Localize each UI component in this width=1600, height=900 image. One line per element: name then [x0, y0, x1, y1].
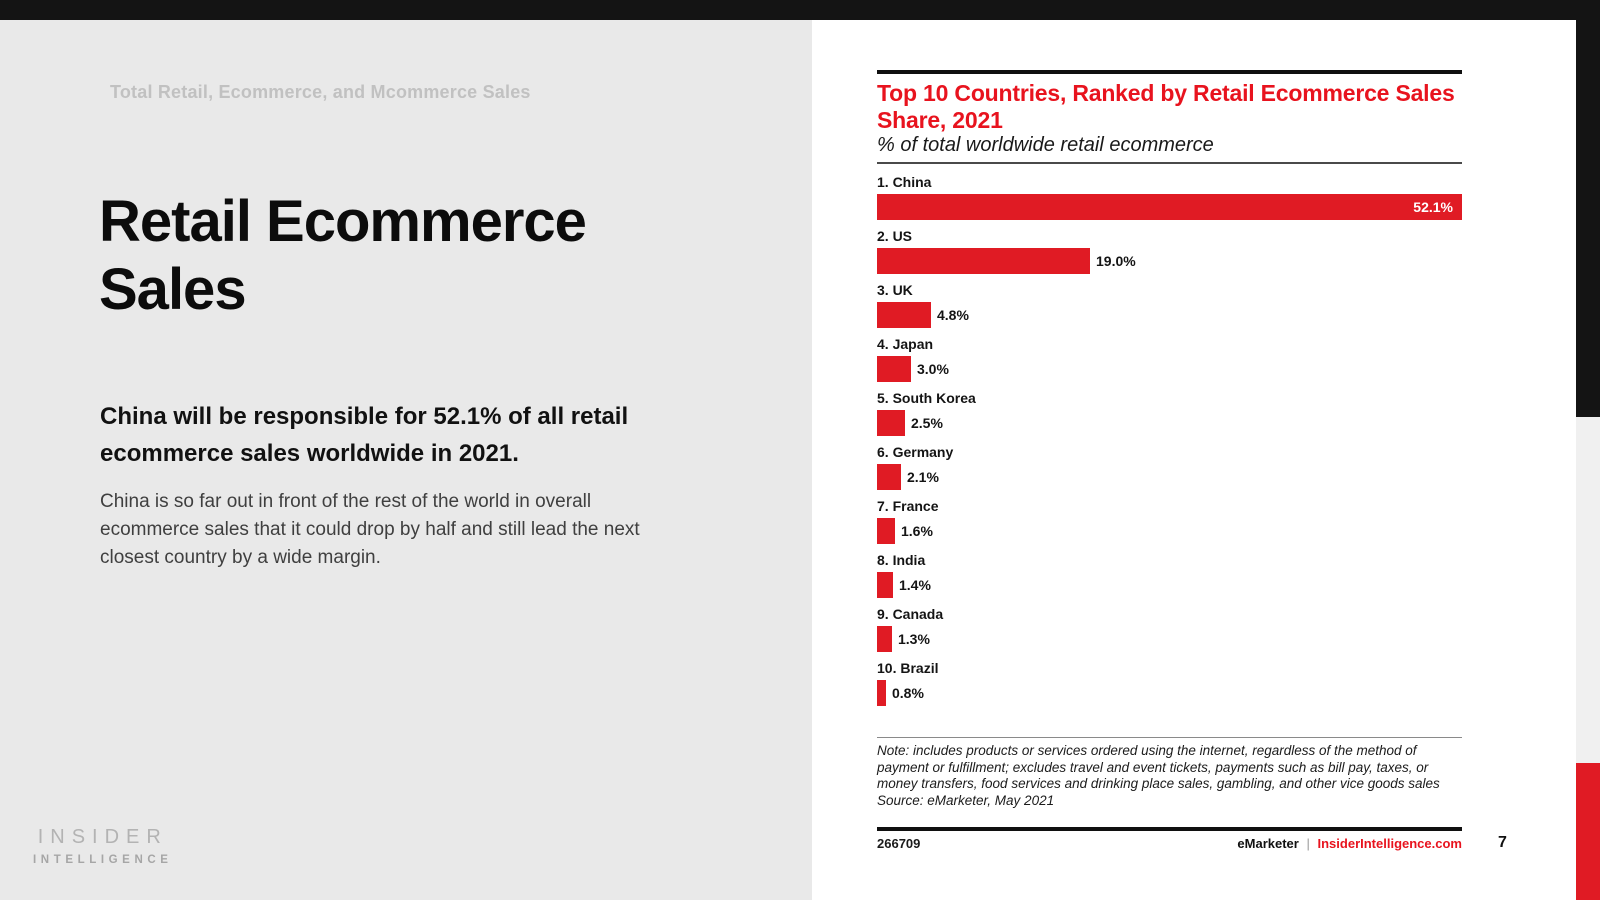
section-eyebrow: Total Retail, Ecommerce, and Mcommerce S…: [110, 82, 531, 102]
bar-track: 1.6%: [877, 518, 1462, 544]
top-black-bar: [0, 0, 1600, 20]
chart-panel: Top 10 Countries, Ranked by Retail Ecomm…: [812, 20, 1576, 900]
bar-row: 5. South Korea 2.5%: [877, 390, 1462, 444]
bar-track: 4.8%: [877, 302, 1462, 328]
chart-subtitle-rule: [877, 162, 1462, 164]
bar-row: 2. US 19.0%: [877, 228, 1462, 282]
bar: [877, 464, 901, 490]
bar-track: 52.1%: [877, 194, 1462, 220]
bar-category-label: 1. China: [877, 174, 932, 190]
bar-row: 4. Japan 3.0%: [877, 336, 1462, 390]
body-paragraph: China is so far out in front of the rest…: [100, 491, 640, 568]
footer-emarketer-text: eMarketer: [1237, 836, 1299, 851]
bar-row: 7. France 1.6%: [877, 498, 1462, 552]
note-block: Note: includes products or services orde…: [877, 743, 1462, 809]
bar-track: 0.8%: [877, 680, 1462, 706]
footer-separator: |: [1306, 836, 1310, 851]
bar-rows-container: 1. China 52.1% 2. US 19.0% 3. UK 4.8% 4. Japan…: [877, 174, 1462, 714]
bar: 52.1%: [877, 194, 1462, 220]
page-title: Retail Ecommerce Sales: [99, 189, 587, 322]
left-text-panel: Total Retail, Ecommerce, and Mcommerce S…: [0, 20, 812, 900]
bar-value-label: 2.5%: [911, 415, 943, 431]
chart-note: Note: includes products or services orde…: [877, 743, 1440, 791]
bar-track: 3.0%: [877, 356, 1462, 382]
bar: [877, 626, 892, 652]
bar-row: 9. Canada 1.3%: [877, 606, 1462, 660]
bar-value-label: 19.0%: [1096, 253, 1136, 269]
right-edge-strip: [1576, 0, 1600, 900]
chart-title: Top 10 Countries, Ranked by Retail Ecomm…: [877, 80, 1455, 133]
bar-row: 10. Brazil 0.8%: [877, 660, 1462, 714]
bar-track: 2.5%: [877, 410, 1462, 436]
page-number: 7: [1498, 834, 1507, 851]
bar-value-label: 52.1%: [1413, 199, 1453, 215]
note-top-rule: [877, 737, 1462, 738]
bar-category-label: 4. Japan: [877, 336, 934, 352]
bar-row: 6. Germany 2.1%: [877, 444, 1462, 498]
key-statement: China will be responsible for 52.1% of a…: [100, 403, 629, 467]
bar-category-label: 9. Canada: [877, 606, 944, 622]
bar-category-label: 10. Brazil: [877, 660, 939, 676]
logo-insider-text: INSIDER: [37, 826, 168, 848]
chart-bottom-rule: [877, 827, 1462, 831]
bar-category-label: 7. France: [877, 498, 939, 514]
bar-value-label: 3.0%: [917, 361, 949, 377]
chart-footer: 266709 eMarketer | InsiderIntelligence.c…: [877, 836, 1462, 851]
bar: [877, 572, 893, 598]
edge-strip-red-segment: [1576, 763, 1600, 900]
footer-branding: eMarketer | InsiderIntelligence.com: [1237, 836, 1462, 851]
bar-category-label: 5. South Korea: [877, 390, 976, 406]
chart-id: 266709: [877, 836, 921, 851]
bar-track: 19.0%: [877, 248, 1462, 274]
bar-category-label: 3. UK: [877, 282, 913, 298]
footer-site-link[interactable]: InsiderIntelligence.com: [1317, 836, 1463, 851]
bar-row: 8. India 1.4%: [877, 552, 1462, 606]
bar-track: 1.3%: [877, 626, 1462, 652]
bar-value-label: 2.1%: [907, 469, 939, 485]
bar: [877, 518, 895, 544]
bar: [877, 410, 905, 436]
bar-category-label: 6. Germany: [877, 444, 954, 460]
bar-value-label: 1.3%: [898, 631, 930, 647]
edge-strip-black-segment: [1576, 0, 1600, 417]
edge-strip-gray-segment: [1576, 417, 1600, 763]
insider-intelligence-logo: INSIDER INTELLIGENCE: [33, 826, 173, 866]
bar-row: 3. UK 4.8%: [877, 282, 1462, 336]
bar: [877, 356, 911, 382]
bar: [877, 680, 886, 706]
logo-intelligence-text: INTELLIGENCE: [33, 854, 173, 866]
bar-category-label: 8. India: [877, 552, 926, 568]
bar-value-label: 1.4%: [899, 577, 931, 593]
bar-value-label: 1.6%: [901, 523, 933, 539]
bar-value-label: 4.8%: [937, 307, 969, 323]
chart-subtitle: % of total worldwide retail ecommerce: [877, 134, 1214, 156]
chart-source: Source: eMarketer, May 2021: [877, 792, 1055, 808]
bar-value-label: 0.8%: [892, 685, 924, 701]
bar-category-label: 2. US: [877, 228, 913, 244]
chart-top-rule: [877, 70, 1462, 74]
bar-row: 1. China 52.1%: [877, 174, 1462, 228]
bar: [877, 302, 931, 328]
bar-track: 2.1%: [877, 464, 1462, 490]
bar: [877, 248, 1090, 274]
bar-track: 1.4%: [877, 572, 1462, 598]
